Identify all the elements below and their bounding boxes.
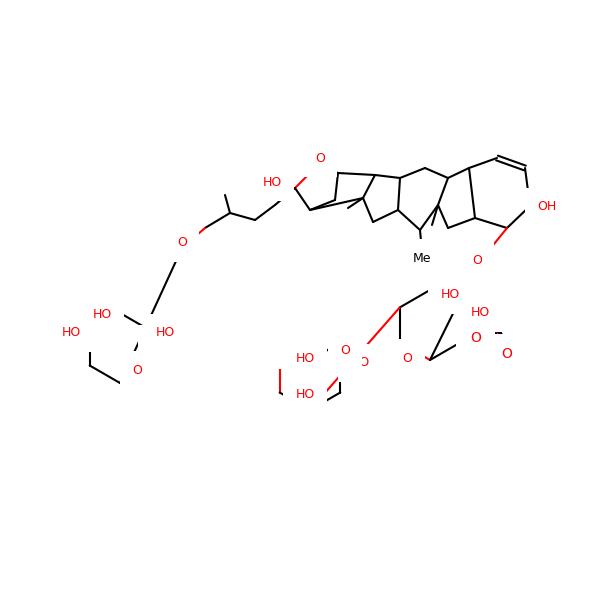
Text: O: O (287, 343, 298, 356)
Text: HO: HO (62, 326, 82, 339)
Text: O: O (470, 331, 481, 344)
Text: O: O (340, 343, 350, 356)
Text: HO: HO (295, 352, 314, 364)
Text: O: O (501, 347, 512, 361)
Text: OH: OH (151, 337, 170, 350)
Text: Me: Me (413, 251, 431, 265)
Text: O: O (133, 364, 142, 377)
Text: HO: HO (262, 175, 281, 188)
Text: OH: OH (538, 200, 557, 214)
Text: O: O (403, 352, 412, 365)
Text: HO: HO (155, 326, 175, 339)
Text: HO: HO (92, 308, 112, 322)
Text: HO: HO (295, 389, 314, 401)
Text: HO: HO (350, 356, 370, 369)
Text: O: O (177, 236, 187, 250)
Text: O: O (472, 253, 482, 266)
Text: HO: HO (470, 306, 490, 319)
Text: HO: HO (440, 289, 460, 301)
Text: O: O (315, 151, 325, 164)
